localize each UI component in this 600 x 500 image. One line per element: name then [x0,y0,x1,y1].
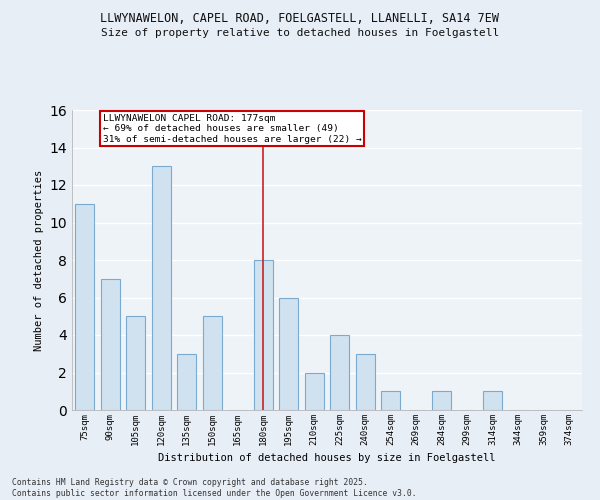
Bar [381,391,400,410]
Text: Size of property relative to detached houses in Foelgastell: Size of property relative to detached ho… [101,28,499,38]
Text: Contains HM Land Registry data © Crown copyright and database right 2025.
Contai: Contains HM Land Registry data © Crown c… [12,478,416,498]
Bar [483,391,502,410]
Bar [305,372,324,410]
Bar [254,260,273,410]
X-axis label: Distribution of detached houses by size in Foelgastell: Distribution of detached houses by size … [158,454,496,464]
Bar [203,316,222,410]
Bar [152,166,171,410]
Bar [101,279,120,410]
Bar [75,204,94,410]
Bar [432,391,451,410]
Y-axis label: Number of detached properties: Number of detached properties [34,170,44,350]
Bar [126,316,145,410]
Bar [330,335,349,410]
Bar [279,298,298,410]
Bar [177,354,196,410]
Text: LLWYNAWELON, CAPEL ROAD, FOELGASTELL, LLANELLI, SA14 7EW: LLWYNAWELON, CAPEL ROAD, FOELGASTELL, LL… [101,12,499,26]
Text: LLWYNAWELON CAPEL ROAD: 177sqm
← 69% of detached houses are smaller (49)
31% of : LLWYNAWELON CAPEL ROAD: 177sqm ← 69% of … [103,114,361,144]
Bar [356,354,375,410]
